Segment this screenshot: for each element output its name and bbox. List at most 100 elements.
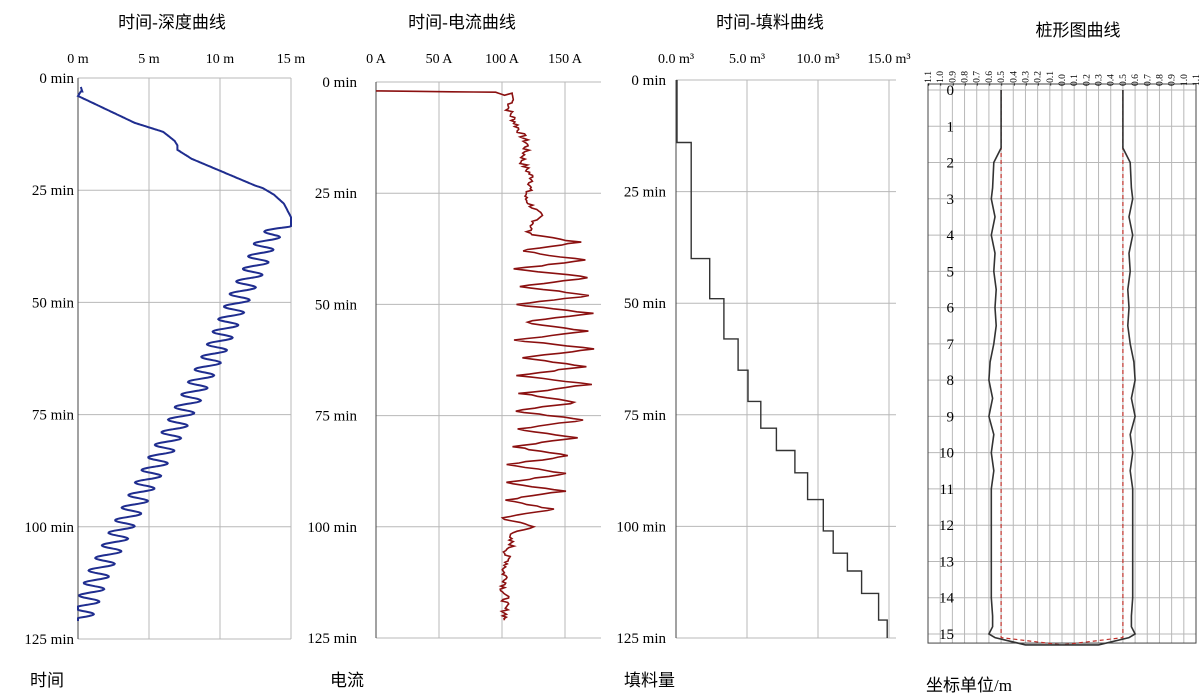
panel-time-fill: 时间-填料曲线 0.0 m³ 5.0 m³ 10.0 m³ 15.0 m³ 0 min… [616,13,910,690]
y-tick-label: 50 min [315,297,358,313]
y-tick-label: 0 [947,83,955,99]
y-tick-label: 9 [947,409,955,425]
x-tick-label: 150 A [548,52,583,67]
design-line-right [1061,90,1124,646]
x-tick-label: 10 m [206,52,235,67]
x-tick-label: -1.0 [936,71,946,86]
y-tick-label: 1 [947,119,955,135]
y-axis-label: 填料量 [624,671,675,690]
y-tick-label: 5 [947,264,955,280]
panel-pile-shape: 桩形图曲线 -1.1 -1.0 -0.9 -0.8 -0.7 -0.6 -0.5 -0.4 -0… [924,21,1200,695]
x-tick-label: -0.9 [948,71,958,86]
y-tick-label: 0 min [39,71,74,87]
chart-title: 时间-电流曲线 [408,13,516,32]
x-tick-label: 0.1 [1070,74,1080,86]
y-tick-label: 6 [947,301,955,317]
x-tick-labels: 0 A 50 A 100 A 150 A [366,52,583,67]
chart-title: 桩形图曲线 [1036,21,1121,40]
y-tick-label: 50 min [624,296,667,312]
y-tick-label: 100 min [307,520,357,536]
y-axis-label: 时间 [30,671,64,690]
x-tick-label: -0.7 [973,71,983,86]
x-tick-label: 0.6 [1131,74,1141,86]
x-axis-label: 坐标单位/m [926,676,1012,695]
y-tick-label: 2 [947,156,955,172]
y-tick-label: 15 [939,627,954,643]
y-tick-label: 3 [947,192,955,208]
chart-title: 时间-填料曲线 [716,13,824,32]
y-tick-label: 8 [947,373,955,389]
y-tick-label: 7 [947,337,955,353]
x-tick-label: 0 A [366,52,387,67]
y-tick-label: 75 min [624,408,667,424]
x-tick-label: 0.7 [1143,74,1153,86]
x-tick-label: 0.0 [1058,74,1068,86]
y-tick-label: 100 min [616,519,666,535]
x-tick-label: 15 m [277,52,306,67]
y-tick-label: 13 [939,554,954,570]
y-tick-label: 100 min [24,520,74,536]
x-tick-label: 1.1 [1192,74,1200,86]
x-tick-label: 0 m [67,52,89,67]
x-tick-label: -0.8 [961,71,971,86]
series-line [76,86,292,621]
y-tick-label: 11 [940,482,954,498]
x-tick-label: -1.1 [924,71,934,86]
y-tick-label: 125 min [307,631,357,647]
x-tick-label: 10.0 m³ [796,52,839,67]
x-tick-label: -0.6 [985,71,995,86]
series-line [676,80,888,638]
x-tick-label: -0.1 [1046,71,1056,86]
y-tick-label: 75 min [32,408,75,424]
y-tick-label: 25 min [624,185,667,201]
pile-outline [987,90,1137,646]
x-tick-labels: -1.1 -1.0 -0.9 -0.8 -0.7 -0.6 -0.5 -0.4 -0.3 -0.2… [924,71,1200,86]
x-tick-label: 0.8 [1156,74,1166,86]
y-tick-label: 50 min [32,295,75,311]
x-tick-label: 0.4 [1107,74,1117,86]
x-tick-label: 15.0 m³ [867,52,910,67]
x-tick-label: -0.5 [997,71,1007,86]
plot-frame [927,83,1197,644]
x-tick-labels: 0 m 5 m 10 m 15 m [67,52,305,67]
y-tick-labels: 0 min 25 min 50 min 75 min 100 min 125 min [307,75,357,647]
panel-time-depth: 时间-深度曲线 0 m 5 m 10 m 15 m 0 min 25 min 50 min… [24,13,305,690]
x-tick-label: 1.0 [1180,74,1190,86]
y-tick-label: 75 min [315,409,358,425]
y-tick-label: 0 min [631,73,666,89]
y-tick-labels: 0 min 25 min 50 min 75 min 100 min 125 min [616,73,666,647]
y-tick-label: 125 min [616,631,666,647]
x-tick-label: 0.5 [1119,74,1129,86]
x-tick-label: 5.0 m³ [729,52,765,67]
x-tick-label: -0.3 [1022,71,1032,86]
y-tick-label: 25 min [32,183,75,199]
x-tick-label: 5 m [138,52,160,67]
y-tick-label: 4 [947,228,955,244]
y-tick-label: 25 min [315,186,358,202]
x-tick-label: -0.4 [1009,71,1019,86]
y-tick-label: 10 [939,446,954,462]
x-tick-label: 0.2 [1082,74,1092,86]
x-tick-label: 0.3 [1095,74,1105,86]
y-tick-labels: 0 min 25 min 50 min 75 min 100 min 125 min [24,71,74,648]
x-tick-label: -0.2 [1034,71,1044,86]
grid [675,79,896,639]
series-line [375,90,595,621]
y-tick-label: 14 [939,591,955,607]
x-tick-labels: 0.0 m³ 5.0 m³ 10.0 m³ 15.0 m³ [658,52,911,67]
y-axis-label: 电流 [330,671,364,690]
grid [375,81,601,639]
x-tick-label: 100 A [485,52,520,67]
x-tick-label: 50 A [426,52,454,67]
y-tick-label: 12 [939,518,954,534]
grid [77,77,292,640]
panel-time-current: 时间-电流曲线 0 A 50 A 100 A 150 A 0 min 25 min 50 … [307,13,601,690]
x-tick-label: 0.9 [1168,74,1178,86]
y-tick-label: 0 min [322,75,357,91]
x-tick-label: 0.0 m³ [658,52,694,67]
grid [927,83,1197,644]
y-tick-label: 125 min [24,632,74,648]
chart-title: 时间-深度曲线 [118,13,226,32]
